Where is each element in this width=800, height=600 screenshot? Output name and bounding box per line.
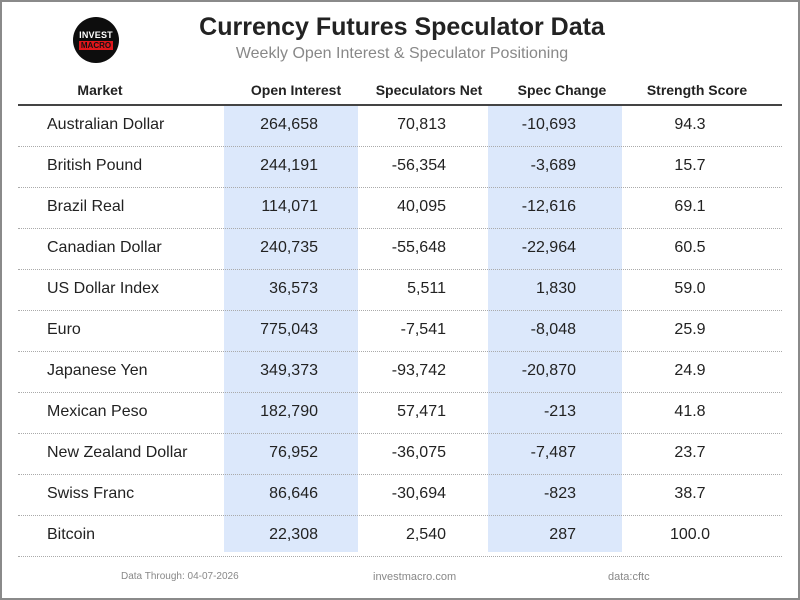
spec-change-cell: -213 bbox=[543, 403, 576, 420]
speculators-net-cell: 40,095 bbox=[397, 198, 446, 215]
table-body: Australian Dollar 264,658 70,813 -10,693 94.… bbox=[18, 106, 782, 557]
column-header-speculators-net[interactable]: Speculators Net bbox=[375, 82, 483, 98]
speculators-net-cell: 57,471 bbox=[397, 403, 446, 420]
logo-line1: INVEST bbox=[79, 29, 113, 40]
strength-score-cell: 38.7 bbox=[674, 485, 706, 502]
page-subtitle: Weekly Open Interest & Speculator Positi… bbox=[235, 45, 569, 62]
page-title: Currency Futures Speculator Data bbox=[199, 13, 605, 41]
speculators-net-cell: -56,354 bbox=[391, 157, 446, 174]
strength-score-cell: 69.1 bbox=[674, 198, 706, 215]
table-row: Japanese Yen 349,373 -93,742 -20,870 24.9 bbox=[18, 352, 782, 393]
strength-score-cell: 23.7 bbox=[674, 444, 706, 461]
table-row: US Dollar Index 36,573 5,511 1,830 59.0 bbox=[18, 270, 782, 311]
spec-change-cell: -20,870 bbox=[521, 362, 576, 379]
speculators-net-cell: -36,075 bbox=[391, 444, 446, 461]
strength-score-cell: 59.0 bbox=[674, 280, 706, 297]
speculators-net-cell: -7,541 bbox=[400, 321, 446, 338]
speculators-net-cell: 5,511 bbox=[407, 280, 446, 297]
table-row: Mexican Peso 182,790 57,471 -213 41.8 bbox=[18, 393, 782, 434]
table-row: Swiss Franc 86,646 -30,694 -823 38.7 bbox=[18, 475, 782, 516]
open-interest-cell: 244,191 bbox=[260, 157, 318, 174]
logo-line2: MACRO bbox=[78, 40, 114, 50]
spec-change-cell: -10,693 bbox=[521, 116, 576, 133]
market-cell: Australian Dollar bbox=[47, 116, 165, 133]
investmacro-logo-icon: INVEST MACRO bbox=[73, 17, 119, 63]
open-interest-cell: 240,735 bbox=[260, 239, 318, 256]
table-row: New Zealand Dollar 76,952 -36,075 -7,487 23.… bbox=[18, 434, 782, 475]
data-through-date: Data Through: 04-07-2026 bbox=[121, 571, 239, 582]
open-interest-cell: 76,952 bbox=[269, 444, 318, 461]
column-header-strength-score[interactable]: Strength Score bbox=[646, 82, 748, 98]
table-row: Australian Dollar 264,658 70,813 -10,693 94.… bbox=[18, 106, 782, 147]
market-cell: Japanese Yen bbox=[47, 362, 148, 379]
column-header-spec-change[interactable]: Spec Change bbox=[517, 82, 607, 98]
open-interest-cell: 264,658 bbox=[260, 116, 318, 133]
spec-change-cell: -823 bbox=[543, 485, 576, 502]
market-cell: Swiss Franc bbox=[47, 485, 135, 502]
open-interest-cell: 22,308 bbox=[269, 526, 318, 543]
market-cell: Brazil Real bbox=[47, 198, 125, 215]
strength-score-cell: 94.3 bbox=[674, 116, 706, 133]
strength-score-cell: 25.9 bbox=[674, 321, 706, 338]
table-row: Canadian Dollar 240,735 -55,648 -22,964 60.5 bbox=[18, 229, 782, 270]
table-row: Bitcoin 22,308 2,540 287 100.0 bbox=[18, 516, 782, 557]
spec-change-column-shade bbox=[488, 106, 622, 552]
spec-change-cell: -7,487 bbox=[530, 444, 576, 461]
strength-score-cell: 100.0 bbox=[669, 526, 711, 543]
strength-score-cell: 24.9 bbox=[674, 362, 706, 379]
open-interest-cell: 182,790 bbox=[260, 403, 318, 420]
open-interest-cell: 114,071 bbox=[261, 198, 318, 215]
open-interest-cell: 36,573 bbox=[269, 280, 318, 297]
market-cell: US Dollar Index bbox=[47, 280, 160, 297]
market-cell: Canadian Dollar bbox=[47, 239, 162, 256]
strength-score-cell: 15.7 bbox=[674, 157, 706, 174]
speculators-net-cell: -93,742 bbox=[391, 362, 446, 379]
strength-score-cell: 41.8 bbox=[674, 403, 706, 420]
spec-change-cell: -22,964 bbox=[521, 239, 576, 256]
data-source: data:cftc bbox=[608, 571, 650, 583]
market-cell: British Pound bbox=[47, 157, 143, 174]
open-interest-cell: 349,373 bbox=[260, 362, 318, 379]
open-interest-column-shade bbox=[224, 106, 358, 552]
open-interest-cell: 775,043 bbox=[260, 321, 318, 338]
speculators-net-cell: -55,648 bbox=[391, 239, 446, 256]
column-header-market[interactable]: Market bbox=[77, 82, 123, 98]
site-credit: investmacro.com bbox=[373, 571, 457, 583]
market-cell: Bitcoin bbox=[47, 526, 96, 543]
open-interest-cell: 86,646 bbox=[269, 485, 318, 502]
speculators-net-cell: 70,813 bbox=[397, 116, 446, 133]
spec-change-cell: -8,048 bbox=[530, 321, 576, 338]
market-cell: Euro bbox=[47, 321, 81, 338]
spec-change-cell: -3,689 bbox=[530, 157, 576, 174]
spec-change-cell: 287 bbox=[549, 526, 576, 543]
market-cell: Mexican Peso bbox=[47, 403, 148, 420]
strength-score-cell: 60.5 bbox=[674, 239, 706, 256]
speculators-net-cell: 2,540 bbox=[405, 526, 446, 543]
spec-change-cell: 1,830 bbox=[535, 280, 576, 297]
speculators-net-cell: -30,694 bbox=[391, 485, 446, 502]
table-header: Market Open Interest Speculators Net Spe… bbox=[18, 76, 782, 106]
spec-change-cell: -12,616 bbox=[521, 198, 576, 215]
table-row: Euro 775,043 -7,541 -8,048 25.9 bbox=[18, 311, 782, 352]
market-cell: New Zealand Dollar bbox=[47, 444, 188, 461]
table-row: Brazil Real 114,071 40,095 -12,616 69.1 bbox=[18, 188, 782, 229]
futures-table: Market Open Interest Speculators Net Spe… bbox=[18, 76, 782, 557]
column-header-open-interest[interactable]: Open Interest bbox=[250, 82, 342, 98]
table-row: British Pound 244,191 -56,354 -3,689 15.7 bbox=[18, 147, 782, 188]
